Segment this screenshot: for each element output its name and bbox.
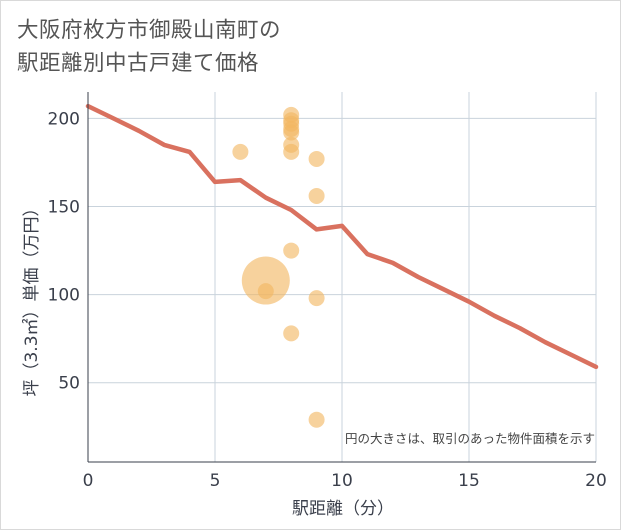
y-tick-label: 50 bbox=[58, 374, 80, 394]
transaction-bubble bbox=[232, 143, 249, 160]
y-tick-label: 200 bbox=[48, 109, 80, 129]
transaction-bubble bbox=[308, 150, 325, 167]
transaction-bubble bbox=[283, 325, 300, 342]
transaction-bubble bbox=[308, 411, 325, 428]
y-axis-label: 坪（3.3㎡）単価（万円） bbox=[22, 199, 42, 396]
transaction-bubble bbox=[257, 283, 274, 300]
transaction-bubbles bbox=[232, 106, 325, 428]
x-tick-label: 10 bbox=[331, 471, 353, 491]
transaction-bubble bbox=[241, 256, 290, 305]
transaction-bubble bbox=[283, 242, 300, 259]
chart-title-line-1: 大阪府枚方市御殿山南町の bbox=[17, 18, 282, 43]
transaction-bubble bbox=[308, 187, 325, 204]
x-tick-label: 15 bbox=[458, 471, 480, 491]
axes bbox=[87, 92, 596, 463]
trend-line-group bbox=[85, 103, 599, 370]
transaction-bubble bbox=[283, 124, 300, 141]
y-tick-label: 100 bbox=[48, 286, 80, 306]
x-axis-label: 駅距離（分） bbox=[292, 499, 394, 519]
transaction-bubble bbox=[283, 143, 300, 160]
x-tick-label: 20 bbox=[585, 471, 607, 491]
trend-line bbox=[85, 103, 599, 370]
bubble-size-note: 円の大きさは、取引のあった物件面積を示す bbox=[345, 431, 595, 446]
transaction-bubble bbox=[308, 290, 325, 307]
x-tick-label: 5 bbox=[210, 471, 221, 491]
x-tick-label: 0 bbox=[83, 471, 94, 491]
tick-labels: 0 5 10 15 20 50 100 150 200 bbox=[48, 109, 607, 491]
chart-title-line-2: 駅距離別中古戸建て価格 bbox=[17, 51, 260, 76]
y-tick-label: 150 bbox=[48, 198, 80, 218]
chart-title: 大阪府枚方市御殿山南町の 駅距離別中古戸建て価格 bbox=[17, 14, 281, 80]
grid-lines bbox=[88, 92, 597, 462]
